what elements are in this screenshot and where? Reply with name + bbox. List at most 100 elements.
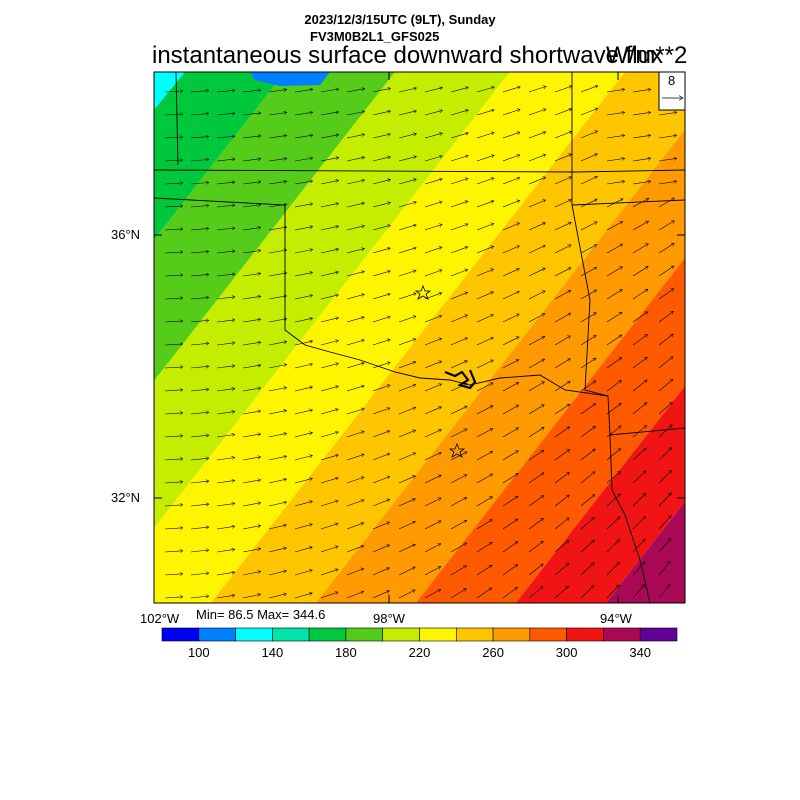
wind-vector <box>268 365 287 369</box>
wind-vector <box>606 426 621 438</box>
wind-vector <box>424 156 442 162</box>
wind-vector <box>346 477 364 484</box>
wind-vector <box>320 318 339 323</box>
wind-vector <box>658 357 673 369</box>
wind-vector <box>658 334 673 346</box>
wind-vector <box>632 380 647 392</box>
wind-vector <box>398 202 416 208</box>
wind-vector <box>658 379 673 392</box>
wind-vector <box>606 289 622 300</box>
wind-vector <box>398 271 416 277</box>
wind-vector <box>190 320 209 322</box>
wind-vector <box>242 365 261 369</box>
wind-vector <box>190 481 209 484</box>
wind-vector <box>606 181 625 185</box>
wind-vector <box>632 425 647 438</box>
wind-vector <box>476 246 494 254</box>
wind-vector <box>528 314 545 323</box>
wind-vector <box>528 587 543 599</box>
wind-vector <box>528 404 544 415</box>
wind-vector <box>450 133 468 139</box>
wind-vector <box>502 473 518 484</box>
wind-vector <box>502 450 518 461</box>
wind-vector <box>502 178 520 185</box>
wind-vector <box>346 112 365 116</box>
wind-vector <box>216 136 235 139</box>
wind-vector <box>554 472 570 484</box>
wind-vector <box>450 475 467 484</box>
wind-vector <box>242 434 261 438</box>
wind-vector <box>164 482 183 483</box>
wind-vector <box>528 155 546 162</box>
wind-vector <box>606 380 622 392</box>
wind-vector <box>424 384 442 392</box>
red-river-detail <box>444 369 477 390</box>
units-label: W/m**2 <box>606 42 688 69</box>
colorbar-box-12 <box>603 627 641 642</box>
wind-vector <box>190 573 209 576</box>
colorbar-box-2 <box>235 627 273 642</box>
wind-vector <box>580 472 595 484</box>
flux-band-7 <box>415 257 685 603</box>
flux-band-4 <box>154 72 625 603</box>
wind-vector <box>320 386 338 392</box>
colorbar-box-9 <box>492 627 531 642</box>
wind-vector <box>476 429 493 438</box>
wind-vector <box>450 565 467 576</box>
wind-vector <box>606 494 620 507</box>
wind-vector <box>450 178 468 185</box>
wind-vector <box>580 267 597 277</box>
wind-vector <box>164 367 183 368</box>
wind-vector <box>528 336 545 346</box>
wind-vector <box>424 430 441 438</box>
wind-vector <box>242 572 261 576</box>
wind-vector <box>398 134 417 139</box>
wind-vector <box>502 223 520 231</box>
wind-vector <box>268 181 287 185</box>
wind-vector <box>424 247 442 254</box>
wind-vector <box>554 495 569 507</box>
colorbar-box-3 <box>272 627 310 642</box>
wind-vector <box>424 270 442 277</box>
wind-vector <box>658 158 677 162</box>
wind-vector <box>242 457 261 461</box>
wind-vector <box>164 91 183 92</box>
wind-vector <box>190 504 209 507</box>
wind-vector <box>606 312 622 323</box>
wind-vector <box>372 591 389 599</box>
wind-vector <box>346 386 364 392</box>
wind-vector <box>450 156 468 162</box>
wind-vector <box>528 291 545 300</box>
wind-vector <box>190 412 209 415</box>
wind-vector <box>190 297 209 299</box>
wind-vector <box>190 114 209 115</box>
wind-vector <box>164 275 183 276</box>
wind-vector <box>476 337 493 346</box>
colorbar-tick-label: 180 <box>335 645 357 660</box>
wind-vector <box>476 542 492 553</box>
wind-vector <box>528 541 543 553</box>
wind-vector <box>528 359 545 369</box>
wind-vector <box>502 428 519 438</box>
wind-vector <box>320 569 338 576</box>
wind-vector <box>632 198 649 208</box>
wind-vector <box>658 181 677 185</box>
flux-band-5 <box>210 72 685 603</box>
wind-vector <box>268 319 287 323</box>
wind-vector <box>268 502 287 507</box>
wind-vector <box>242 113 261 116</box>
colorbar-box-6 <box>382 627 420 642</box>
wind-vector <box>320 226 339 231</box>
wind-vector <box>320 180 339 185</box>
wind-vector <box>502 587 518 599</box>
wind-vector <box>190 596 209 599</box>
wind-vector <box>554 427 570 438</box>
wind-vector <box>216 435 235 438</box>
wind-vector <box>242 136 261 139</box>
wind-vector <box>606 585 619 599</box>
wind-vector <box>606 135 625 139</box>
wind-vector <box>450 520 467 530</box>
wind-vector <box>476 383 493 392</box>
wind-vector <box>502 496 518 507</box>
wind-vector <box>164 528 183 529</box>
